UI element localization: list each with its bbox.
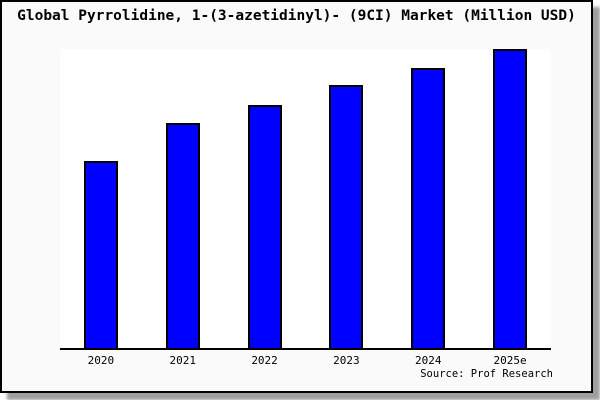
x-tick-label-2023: 2023: [333, 354, 360, 367]
bar-slot-2022: [224, 49, 306, 348]
x-tick-label-2024: 2024: [414, 354, 442, 367]
bar-2020: [83, 160, 118, 348]
x-tick-label-2020: 2020: [87, 354, 115, 367]
bar-2022: [247, 104, 282, 348]
bar-slot-2020: [60, 49, 142, 348]
bars-container: [60, 49, 551, 348]
bar-slot-2024: [387, 49, 469, 348]
bar-slot-2025e: [469, 49, 551, 348]
bar-slot-2021: [142, 49, 224, 348]
bar-slot-2023: [305, 49, 387, 348]
bar-2021: [165, 123, 200, 348]
x-tick-label-2025e: 2025e: [493, 354, 527, 367]
x-tick-label-2022: 2022: [251, 354, 278, 367]
source-credit: Source: Prof Research: [420, 368, 553, 380]
plot-area: [60, 49, 551, 350]
bar-2023: [329, 85, 364, 348]
bar-2025e: [493, 49, 528, 348]
chart-title: Global Pyrrolidine, 1-(3-azetidinyl)- (9…: [17, 8, 576, 24]
x-tick-label-2021: 2021: [169, 354, 196, 367]
x-axis-labels: 2020 2021 2022 2023 2024 2025e: [60, 354, 551, 367]
bar-2024: [411, 67, 446, 348]
chart-frame: Global Pyrrolidine, 1-(3-azetidinyl)- (9…: [0, 0, 593, 393]
